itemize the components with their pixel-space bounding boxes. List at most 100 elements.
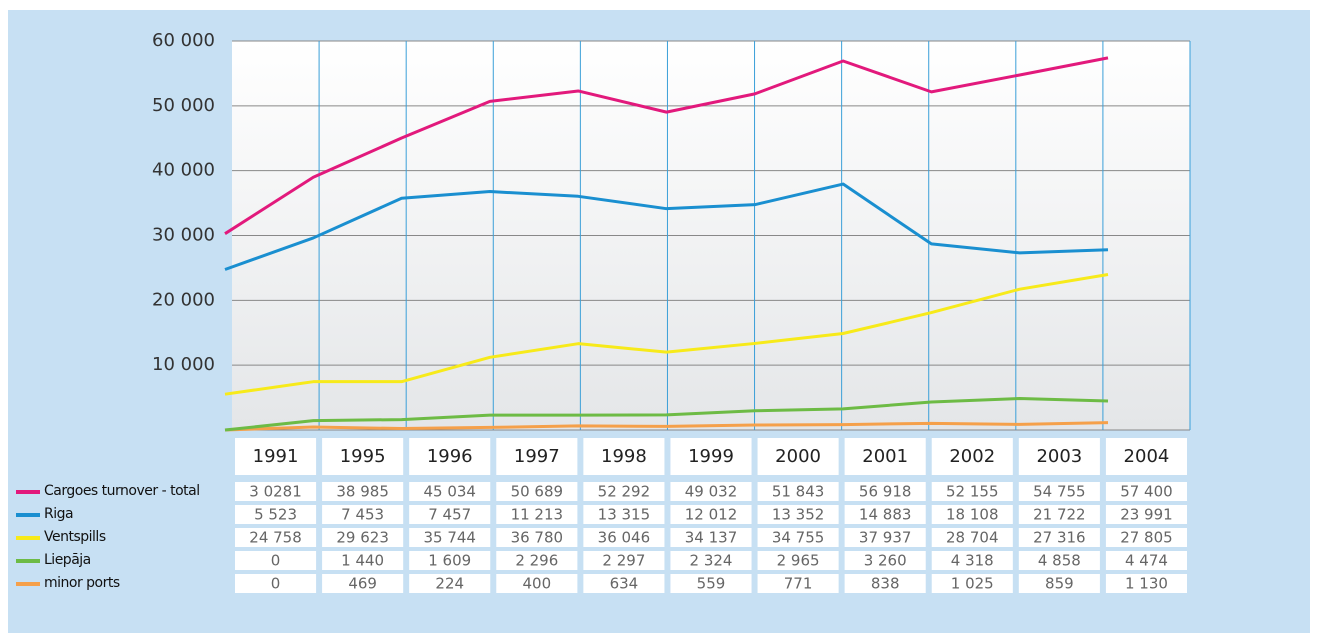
cell-value: 4 318 (951, 552, 994, 570)
legend-swatch (16, 490, 40, 494)
series-line (224, 397, 1109, 432)
cell-value: 400 (522, 575, 551, 593)
cell-value: 4 474 (1125, 552, 1168, 570)
table-cell (583, 551, 665, 570)
x-tick-label: 2003 (1036, 446, 1082, 467)
table-cell (670, 482, 752, 501)
table-cell (1018, 574, 1100, 593)
table-cell (583, 528, 665, 547)
cell-value: 14 883 (859, 506, 912, 524)
table-cell (1105, 574, 1187, 593)
cell-value: 13 315 (598, 506, 651, 524)
cell-value: 11 213 (511, 506, 564, 524)
cell-value: 1 440 (341, 552, 384, 570)
cell-value: 23 991 (1120, 506, 1173, 524)
cell-value: 34 137 (685, 529, 738, 547)
table-cell (496, 482, 578, 501)
table-cell (1018, 528, 1100, 547)
table-cell (409, 482, 491, 501)
cell-value: 45 034 (423, 483, 476, 501)
cell-value: 859 (1045, 575, 1074, 593)
cell-value: 0 (271, 575, 281, 593)
x-tick-label: 2004 (1124, 446, 1170, 467)
legend-swatch (16, 536, 40, 540)
cell-value: 0 (271, 552, 281, 570)
cell-value: 7 457 (428, 506, 471, 524)
series-line (224, 182, 1109, 271)
table-cell (496, 528, 578, 547)
table-cell (235, 528, 317, 547)
table-cell (322, 482, 404, 501)
header-cell (670, 438, 752, 475)
cell-value: 2 296 (515, 552, 558, 570)
legend-label: Riga (44, 506, 73, 522)
series-line (224, 56, 1109, 235)
cell-value: 52 155 (946, 483, 999, 501)
cell-value: 634 (610, 575, 639, 593)
header-cell (844, 438, 926, 475)
header-cell (235, 438, 317, 475)
cell-value: 18 108 (946, 506, 999, 524)
y-tick-label: 10 000 (152, 354, 215, 375)
header-cell (322, 438, 404, 475)
table-cell (757, 482, 839, 501)
y-tick-label: 60 000 (152, 30, 215, 51)
legend-label: minor ports (44, 575, 120, 591)
cell-value: 56 918 (859, 483, 912, 501)
table-cell (409, 528, 491, 547)
cell-value: 36 046 (598, 529, 651, 547)
table-cell (1105, 528, 1187, 547)
table-cell (409, 551, 491, 570)
cell-value: 27 316 (1033, 529, 1086, 547)
table-cell (496, 551, 578, 570)
table-cell (670, 505, 752, 524)
table-cell (931, 574, 1013, 593)
cell-value: 838 (871, 575, 900, 593)
legend-swatch (16, 559, 40, 563)
table-cell (757, 505, 839, 524)
table-cell (844, 482, 926, 501)
table-cell (496, 574, 578, 593)
table-cell (757, 551, 839, 570)
cell-value: 51 843 (772, 483, 825, 501)
table-cell (322, 528, 404, 547)
cell-value: 2 297 (602, 552, 645, 570)
cell-value: 3 0281 (249, 483, 302, 501)
table-cell (583, 505, 665, 524)
legend-label: Cargoes turnover - total (44, 483, 200, 499)
legend-label: Liepāja (44, 552, 91, 568)
cell-value: 54 755 (1033, 483, 1086, 501)
table-cell (1105, 505, 1187, 524)
table-cell (670, 528, 752, 547)
cell-value: 27 805 (1120, 529, 1173, 547)
cell-value: 13 352 (772, 506, 825, 524)
table-cell (670, 551, 752, 570)
x-tick-label: 1998 (601, 446, 647, 467)
cell-value: 12 012 (685, 506, 738, 524)
cell-value: 21 722 (1033, 506, 1086, 524)
cell-value: 1 025 (951, 575, 994, 593)
cell-value: 57 400 (1120, 483, 1173, 501)
x-tick-label: 1997 (514, 446, 560, 467)
table-cell (931, 551, 1013, 570)
cell-value: 1 130 (1125, 575, 1168, 593)
table-cell (409, 574, 491, 593)
table-cell (235, 551, 317, 570)
table-cell (1018, 551, 1100, 570)
cell-value: 37 937 (859, 529, 912, 547)
header-cell (1018, 438, 1100, 475)
header-cell (1105, 438, 1187, 475)
cell-value: 36 780 (511, 529, 564, 547)
cell-value: 7 453 (341, 506, 384, 524)
table-cell (844, 528, 926, 547)
table-cell (409, 505, 491, 524)
cell-value: 559 (697, 575, 726, 593)
x-tick-label: 2001 (862, 446, 908, 467)
table-cell (583, 574, 665, 593)
table-cell (931, 482, 1013, 501)
cell-value: 34 755 (772, 529, 825, 547)
table-cell (322, 505, 404, 524)
header-cell (409, 438, 491, 475)
table-cell (1018, 505, 1100, 524)
